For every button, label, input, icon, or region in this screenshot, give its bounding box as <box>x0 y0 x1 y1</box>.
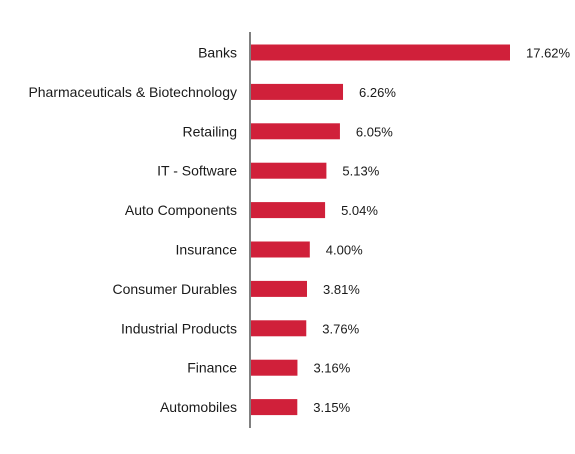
bar <box>251 241 310 258</box>
value-label: 6.05% <box>356 124 393 139</box>
category-label: Pharmaceuticals & Biotechnology <box>28 84 237 100</box>
category-label: Auto Components <box>125 202 237 218</box>
value-label: 6.26% <box>359 85 396 100</box>
bar <box>251 123 340 140</box>
category-label: Automobiles <box>160 399 237 415</box>
bar <box>251 280 308 297</box>
value-label: 4.00% <box>326 243 363 258</box>
value-label: 5.13% <box>342 164 379 179</box>
bar <box>251 162 327 179</box>
value-label: 5.04% <box>341 203 378 218</box>
value-label: 17.62% <box>526 46 571 61</box>
value-label: 3.15% <box>313 400 350 415</box>
value-label: 3.16% <box>313 361 350 376</box>
bar <box>251 83 344 100</box>
category-label: IT - Software <box>157 163 237 179</box>
bar <box>251 44 510 61</box>
bar <box>251 399 298 416</box>
category-label: Retailing <box>183 123 237 139</box>
category-label: Industrial Products <box>121 320 237 336</box>
bar <box>251 320 307 337</box>
value-label: 3.76% <box>322 321 359 336</box>
category-label: Consumer Durables <box>113 281 238 297</box>
value-label: 3.81% <box>323 282 360 297</box>
bar <box>251 359 298 376</box>
bars-layer: Banks 17.62% Pharmaceuticals & Biotechnolo… <box>28 44 571 416</box>
bar <box>251 202 326 219</box>
category-label: Banks <box>198 45 237 61</box>
category-label: Insurance <box>176 242 238 258</box>
category-label: Finance <box>187 360 237 376</box>
